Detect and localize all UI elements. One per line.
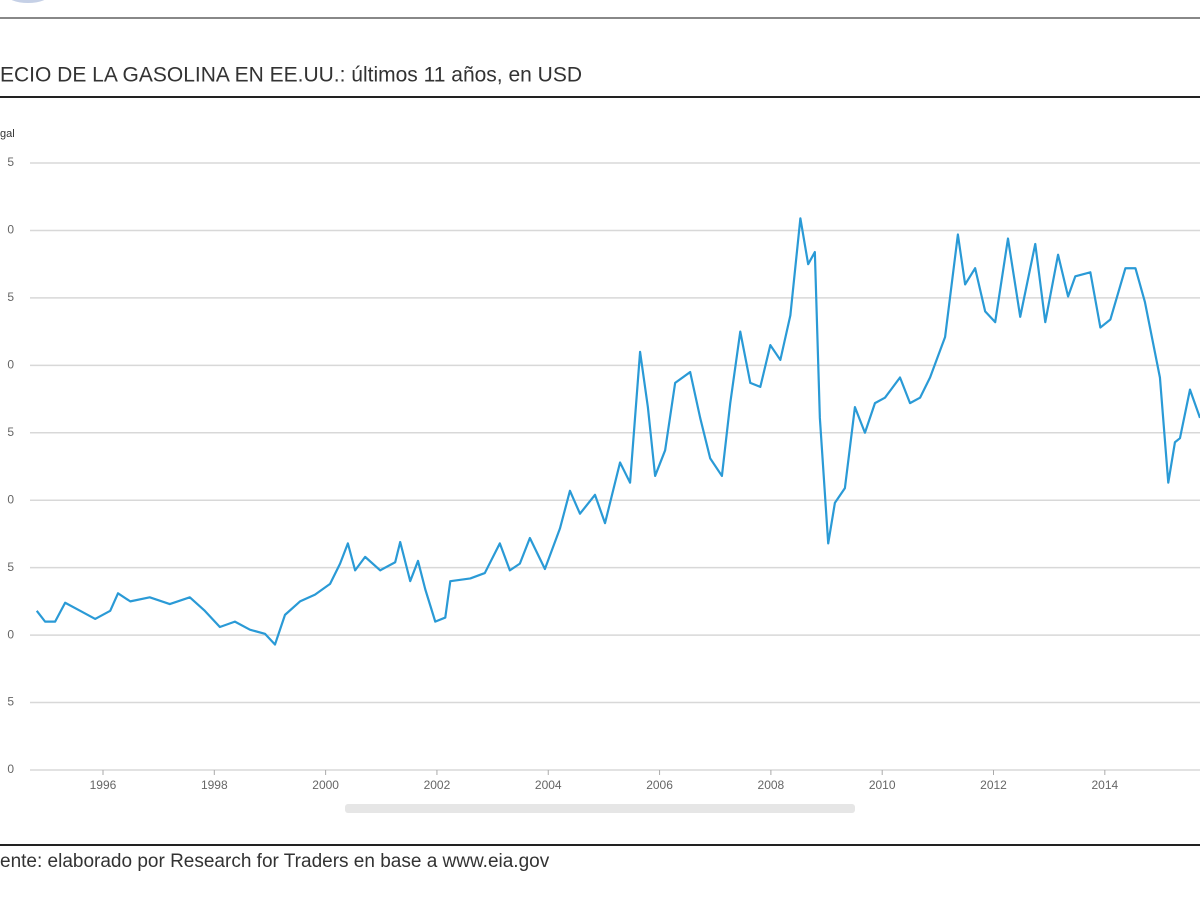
logo-fragment — [11, 0, 45, 3]
x-tick-label: 2010 — [869, 778, 896, 792]
y-tick-label: 0 — [7, 762, 14, 776]
y-tick-label: 0 — [7, 358, 14, 372]
x-tick-label: 2004 — [535, 778, 562, 792]
x-tick-label: 1998 — [201, 778, 228, 792]
y-tick-label: 0 — [7, 492, 14, 506]
y-tick-label: 0 — [7, 223, 14, 237]
y-tick-label: 5 — [7, 560, 14, 574]
x-tick-label: 2000 — [312, 778, 339, 792]
x-tick-label: 2008 — [758, 778, 785, 792]
x-tick-label: 1996 — [90, 778, 117, 792]
x-tick-label: 2012 — [980, 778, 1007, 792]
y-tick-label: 5 — [7, 695, 14, 709]
y-tick-label: 5 — [7, 425, 14, 439]
y-tick-label: 5 — [7, 290, 14, 304]
x-tick-label: 2006 — [646, 778, 673, 792]
y-tick-label: 5 — [7, 155, 14, 169]
y-tick-label: 0 — [7, 627, 14, 641]
y-axis-label: gal — [0, 128, 15, 140]
chart-title: ECIO DE LA GASOLINA EN EE.UU.: últimos 1… — [0, 64, 582, 87]
scrollbar — [345, 804, 855, 813]
x-tick-label: 2014 — [1091, 778, 1118, 792]
price-line — [35, 217, 1200, 646]
source-note: ente: elaborado por Research for Traders… — [0, 851, 550, 872]
x-tick-label: 2002 — [424, 778, 451, 792]
